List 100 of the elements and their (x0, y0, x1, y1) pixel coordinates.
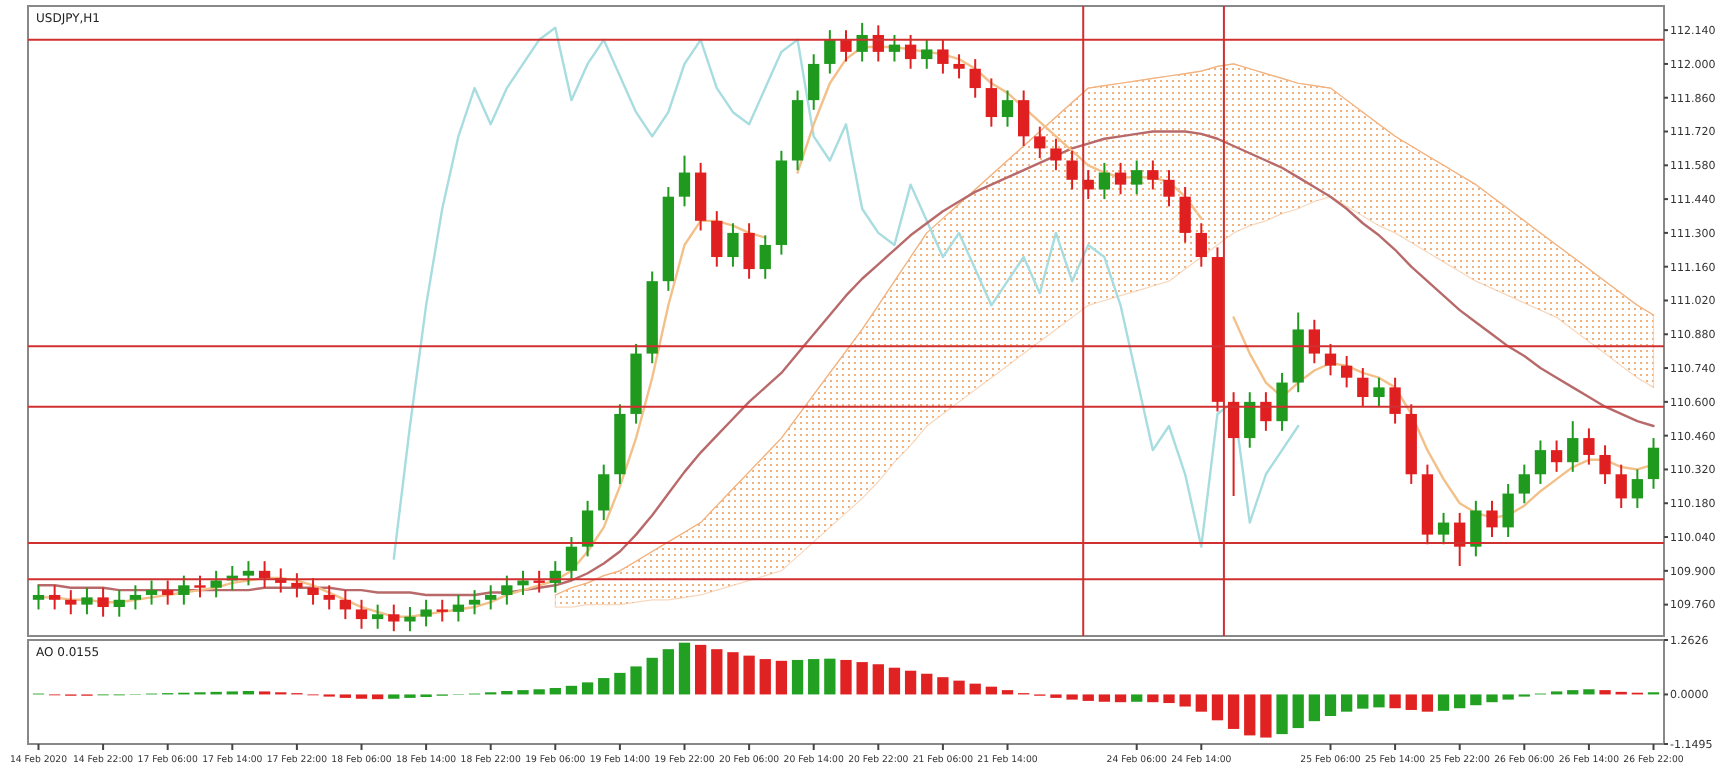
bar (1583, 689, 1595, 695)
candlestick (178, 574, 190, 606)
candlestick (533, 569, 545, 594)
bar (630, 666, 642, 695)
bar (1470, 694, 1482, 706)
candlestick (32, 584, 45, 611)
bar (953, 680, 965, 695)
candlestick (1227, 391, 1240, 497)
candlestick (921, 38, 933, 70)
candlestick (1260, 391, 1272, 432)
candlestick (1599, 444, 1611, 485)
candlestick (113, 589, 125, 618)
candlestick (1518, 463, 1530, 505)
bar (969, 683, 981, 695)
bar (775, 660, 788, 695)
candlestick (145, 579, 158, 606)
candlestick (517, 569, 529, 596)
candlestick (436, 598, 448, 623)
candlestick (1147, 159, 1159, 191)
candlestick (678, 154, 691, 208)
candlestick (49, 584, 61, 611)
candlestick (581, 499, 594, 558)
candlestick (65, 589, 77, 616)
bar (1421, 694, 1434, 712)
bar (1082, 694, 1094, 701)
bar (743, 655, 755, 695)
bar (711, 649, 723, 695)
candlestick (1131, 159, 1143, 196)
bar (533, 689, 545, 695)
bar (1066, 694, 1078, 700)
bar (1292, 694, 1304, 729)
bar (1163, 694, 1175, 704)
bar (888, 667, 901, 695)
bar (1131, 694, 1143, 702)
candlestick (1486, 499, 1498, 539)
candlestick (81, 586, 93, 616)
candlestick (1534, 439, 1547, 485)
candlestick (1567, 420, 1579, 473)
candlestick (97, 586, 109, 618)
candlestick (1050, 137, 1062, 172)
candlestick (1195, 222, 1207, 268)
bar (1195, 694, 1207, 712)
candlestick (937, 38, 949, 75)
bar (1486, 694, 1498, 703)
candlestick (985, 77, 997, 128)
bar (614, 672, 626, 695)
bar (646, 657, 658, 695)
bar (808, 659, 820, 695)
bar (1324, 694, 1337, 716)
candlestick (307, 577, 319, 606)
candlestick (1066, 149, 1078, 191)
bar (1308, 694, 1320, 722)
candlestick (404, 606, 416, 633)
candlestick (1437, 511, 1450, 546)
bar (1260, 694, 1272, 738)
candlestick (888, 33, 901, 63)
candlestick (129, 584, 142, 611)
bar (1244, 694, 1256, 736)
candlestick (501, 574, 513, 606)
candlestick (162, 579, 174, 606)
candlestick (1631, 468, 1644, 510)
candlestick (291, 572, 303, 599)
candlestick (1647, 437, 1660, 490)
candlestick (565, 536, 578, 582)
candlestick (1018, 89, 1030, 147)
candlestick (242, 560, 255, 587)
bar (565, 685, 578, 695)
bar (872, 664, 884, 695)
bar (824, 658, 836, 695)
candlestick (1324, 342, 1337, 377)
bar (1502, 694, 1514, 700)
bar (1098, 694, 1111, 702)
bar (1389, 694, 1401, 709)
bar (937, 677, 949, 695)
bar (1227, 694, 1240, 729)
bar (1276, 694, 1288, 735)
candlestick (969, 58, 981, 99)
candlestick (953, 53, 965, 80)
candlestick (1034, 125, 1046, 160)
candlestick (339, 589, 351, 621)
bar (1357, 694, 1369, 709)
candlestick (824, 29, 836, 75)
bar (1114, 694, 1127, 703)
bar (727, 652, 739, 695)
candlestick (1276, 371, 1288, 432)
bar (791, 659, 804, 695)
bar (598, 678, 610, 695)
bar (1373, 694, 1385, 708)
bar (549, 687, 561, 695)
candlestick (1615, 463, 1627, 510)
candlestick (1470, 499, 1482, 558)
candlestick (808, 53, 820, 111)
candlestick (355, 598, 368, 630)
candlestick (840, 29, 852, 63)
candlestick (904, 33, 917, 70)
bar (695, 644, 707, 695)
bar (1211, 694, 1224, 721)
bar (662, 649, 674, 695)
candlestick (856, 21, 868, 63)
candlestick (468, 589, 481, 616)
